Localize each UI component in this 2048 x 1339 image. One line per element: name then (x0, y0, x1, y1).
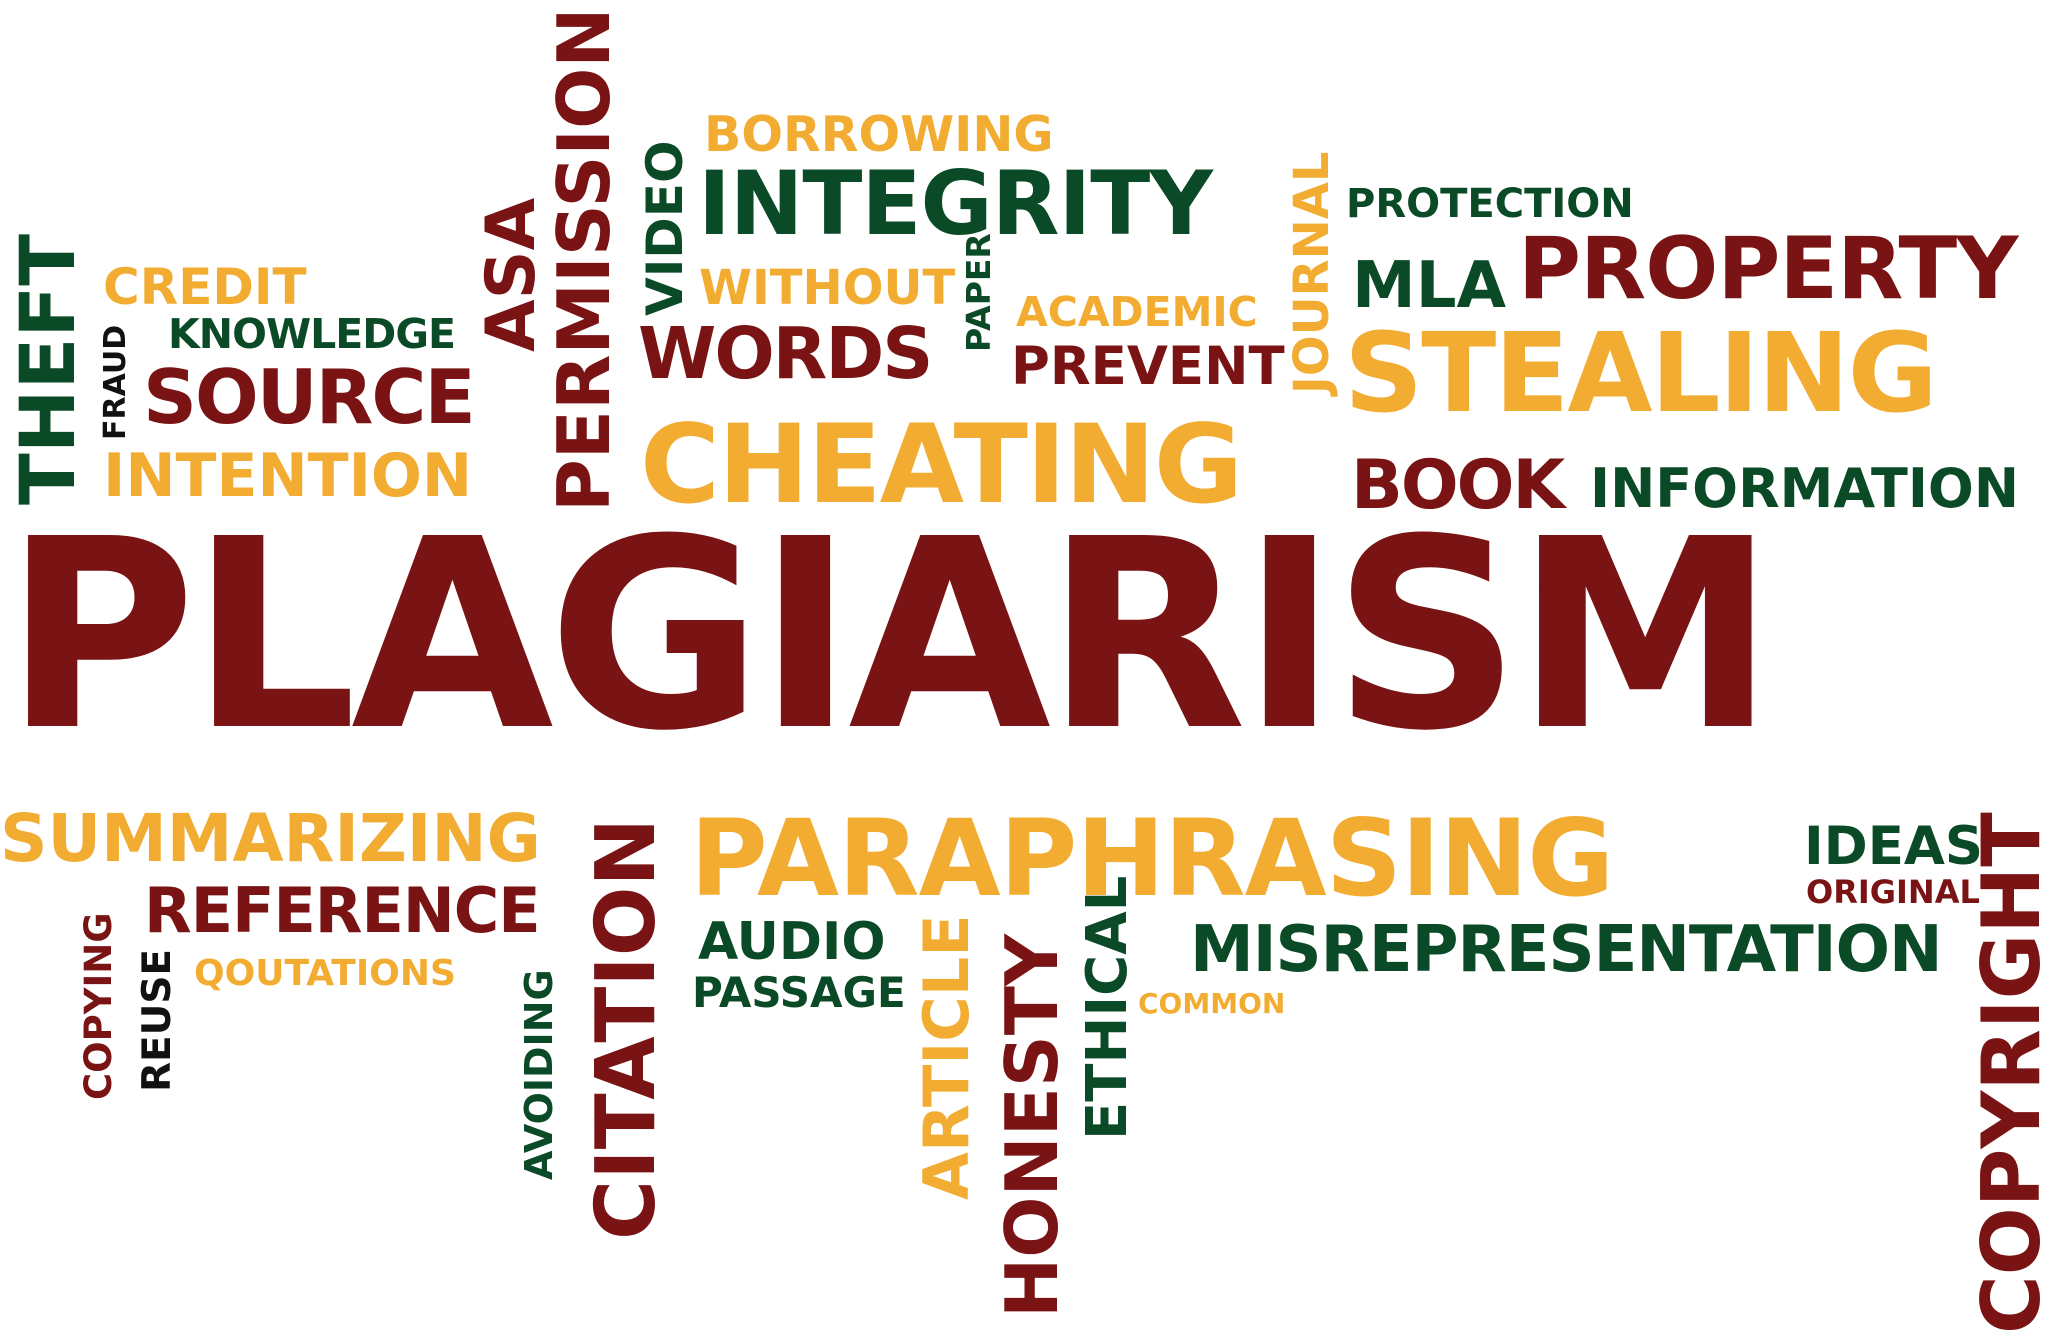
word-protection: PROTECTION (1346, 181, 1634, 227)
word-paper: PAPER (959, 233, 998, 352)
word-information: INFORMATION (1590, 457, 2020, 520)
word-mla: MLA (1352, 249, 1506, 323)
word-book: BOOK (1351, 446, 1565, 525)
word-academic: ACADEMIC (1016, 288, 1258, 336)
word-without: WITHOUT (699, 260, 956, 316)
word-paraphrasing: PARAPHRASING (690, 797, 1614, 920)
word-theft: THEFT (3, 233, 92, 505)
word-intention: INTENTION (103, 441, 473, 511)
word-copyright: COPYRIGHT (1965, 812, 2048, 1334)
word-article: ARTICLE (910, 914, 983, 1200)
word-video: VIDEO (636, 140, 694, 316)
word-fraud: FRAUD (98, 324, 133, 440)
word-credit: CREDIT (103, 258, 307, 316)
word-permission: PERMISSION (542, 7, 626, 512)
word-integrity: INTEGRITY (698, 152, 1213, 255)
word-original: ORIGINAL (1806, 873, 1980, 911)
word-summarizing: SUMMARIZING (0, 800, 541, 877)
word-reference: REFERENCE (144, 874, 541, 947)
word-words: WORDS (638, 312, 933, 395)
word-cheating: CHEATING (640, 401, 1243, 528)
word-misrepresentation: MISREPRESENTATION (1190, 913, 1943, 987)
word-ethical: ETHICAL (1075, 875, 1140, 1140)
word-source: SOURCE (143, 353, 476, 441)
word-journal: JOURNAL (1284, 151, 1340, 394)
word-audio: AUDIO (698, 912, 886, 972)
word-quotations: QOUTATIONS (194, 953, 456, 994)
word-plagiarism: PLAGIARISM (4, 483, 1776, 788)
word-copying: COPYING (77, 912, 120, 1100)
word-knowledge: KNOWLEDGE (168, 310, 456, 358)
word-asa: ASA (472, 197, 551, 352)
word-prevent: PREVENT (1011, 336, 1285, 397)
word-stealing: STEALING (1344, 309, 1938, 437)
word-passage: PASSAGE (692, 968, 906, 1017)
word-property: PROPERTY (1518, 219, 2018, 319)
word-borrowing: BORROWING (704, 106, 1054, 163)
word-avoiding: AVOIDING (517, 969, 561, 1180)
word-reuse: REUSE (135, 948, 180, 1092)
word-honesty: HONESTY (990, 933, 1074, 1318)
word-common: COMMON (1138, 987, 1286, 1020)
word-citation: CITATION (579, 817, 674, 1240)
word-ideas: IDEAS (1804, 816, 1984, 877)
